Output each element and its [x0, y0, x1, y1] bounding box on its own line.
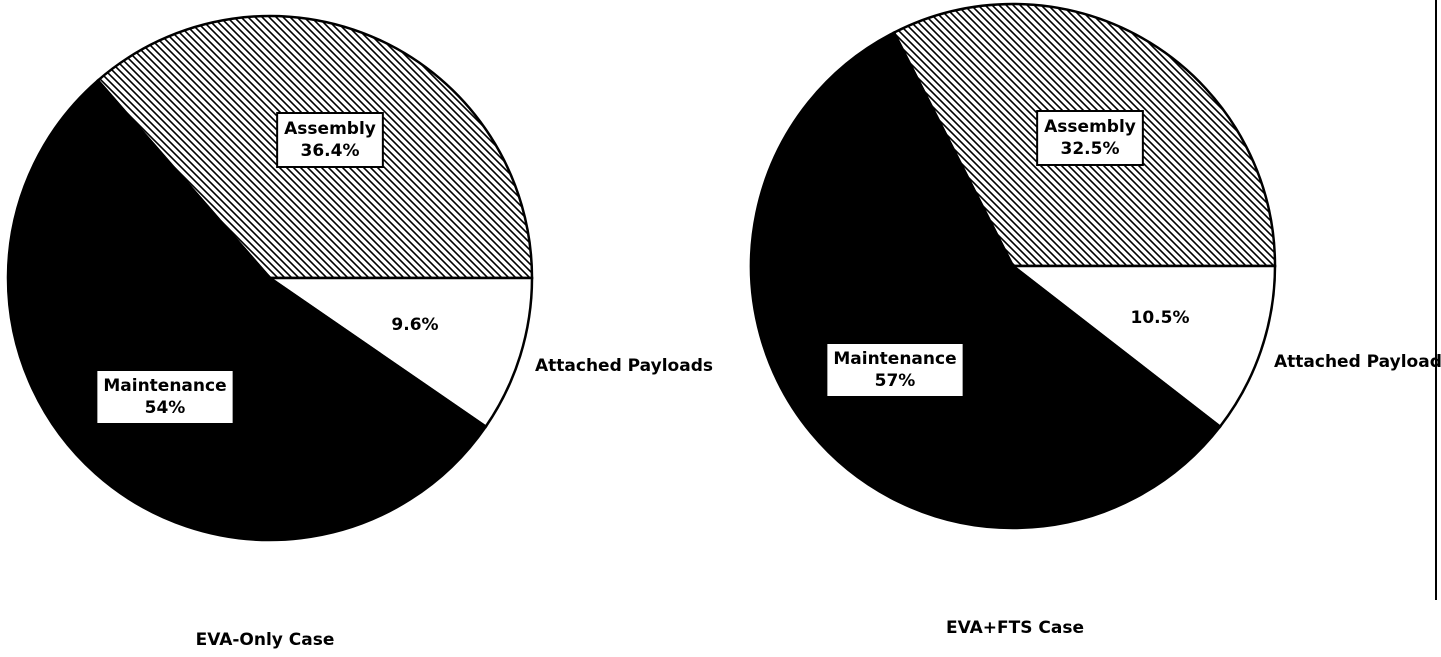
category-label: Maintenance: [833, 349, 956, 369]
category-label: Assembly: [284, 119, 376, 139]
value-label: 54%: [145, 398, 186, 418]
chart-title: EVA-Only Case: [196, 630, 335, 650]
label-box: [276, 112, 384, 168]
label-box: [95, 369, 235, 425]
category-label: Attached Payloads: [535, 356, 713, 376]
pie-slice: [265, 276, 534, 429]
value-label: 36.4%: [301, 141, 360, 161]
label-box: [825, 342, 965, 398]
value-label: 32.5%: [1061, 139, 1120, 159]
pie-slice: [749, 30, 1222, 530]
value-label: 9.6%: [391, 315, 438, 335]
label-box: [1036, 110, 1144, 166]
pie-slice: [6, 78, 488, 542]
value-label: 10.5%: [1131, 308, 1190, 328]
value-label: 57%: [875, 371, 916, 391]
category-label: Maintenance: [103, 376, 226, 396]
category-label: Attached Payloads: [1274, 352, 1441, 372]
pie-slice: [1009, 264, 1277, 429]
category-label: Assembly: [1044, 117, 1136, 137]
chart-title: EVA+FTS Case: [946, 618, 1084, 638]
